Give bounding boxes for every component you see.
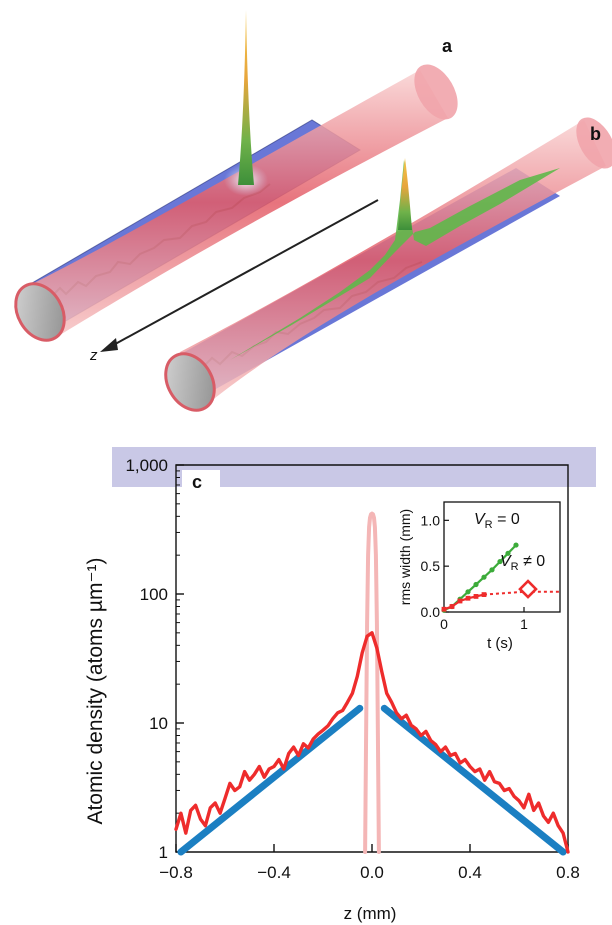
series-line-3 [380, 704, 567, 856]
inset-series-line-2 [483, 590, 560, 596]
panel-label-a: a [442, 36, 453, 56]
inset-x-axis-label: t (s) [487, 635, 513, 652]
series-line-2 [177, 704, 364, 856]
inset-annotation-1: VR ≠ 0 [500, 553, 545, 573]
panel-label-c: c [192, 472, 202, 492]
inset-plot: 0.0 0.5 1.0 0 1 t (s) rms width (mm) VR = 0 VR ≠… [397, 501, 561, 652]
inset-point [441, 606, 447, 612]
inset-diamond-marker [518, 579, 538, 599]
x-tick-label: 0.8 [556, 863, 580, 882]
inset-point [465, 589, 471, 595]
inset-x-tick-label: 0 [440, 616, 448, 632]
panel-c-label-box [182, 470, 220, 490]
y-tick-label: 100 [140, 585, 168, 604]
inset-point [497, 558, 503, 565]
inset-point [457, 598, 463, 604]
inset-y-tick-label: 1.0 [421, 512, 441, 528]
illustration: z a b [14, 10, 612, 412]
series-line-0 [174, 631, 570, 854]
y-axis-label: Atomic density (atoms µm⁻¹) [84, 557, 107, 824]
inset-y-axis-label: rms width (mm) [397, 509, 413, 605]
panel-label-b: b [590, 124, 601, 144]
y-tick-label: 1,000 [125, 456, 168, 475]
panel-b-atom-profile [230, 158, 560, 360]
inset-point [449, 604, 455, 609]
y-tick-label: 10 [149, 714, 168, 733]
inset-point [505, 550, 511, 556]
x-tick-label: −0.4 [257, 863, 291, 882]
inset-point [481, 574, 487, 580]
x-tick-label: 0.0 [360, 863, 384, 882]
inset-y-tick-label: 0.0 [421, 604, 441, 620]
x-axis-label: z (mm) [344, 904, 397, 923]
inset-point [489, 567, 495, 573]
illustration-z-label: z [89, 347, 98, 364]
x-tick-label: −0.8 [159, 863, 193, 882]
panel-a-beam [14, 64, 458, 342]
inset-annotation-0: VR = 0 [474, 511, 520, 531]
y-tick-label: 1 [159, 843, 168, 862]
series-line-1 [363, 511, 381, 854]
x-tick-label: 0.4 [458, 863, 482, 882]
inset-point [513, 542, 519, 548]
z-axis-arrow [100, 199, 379, 352]
inset-point [473, 594, 479, 599]
panel-b-beam [164, 117, 612, 412]
panel-a-spike [224, 10, 268, 196]
inset-y-tick-label: 0.5 [421, 558, 441, 574]
inset-point [465, 595, 471, 601]
inset-x-tick-label: 1 [520, 616, 528, 632]
inset-point [473, 581, 479, 588]
